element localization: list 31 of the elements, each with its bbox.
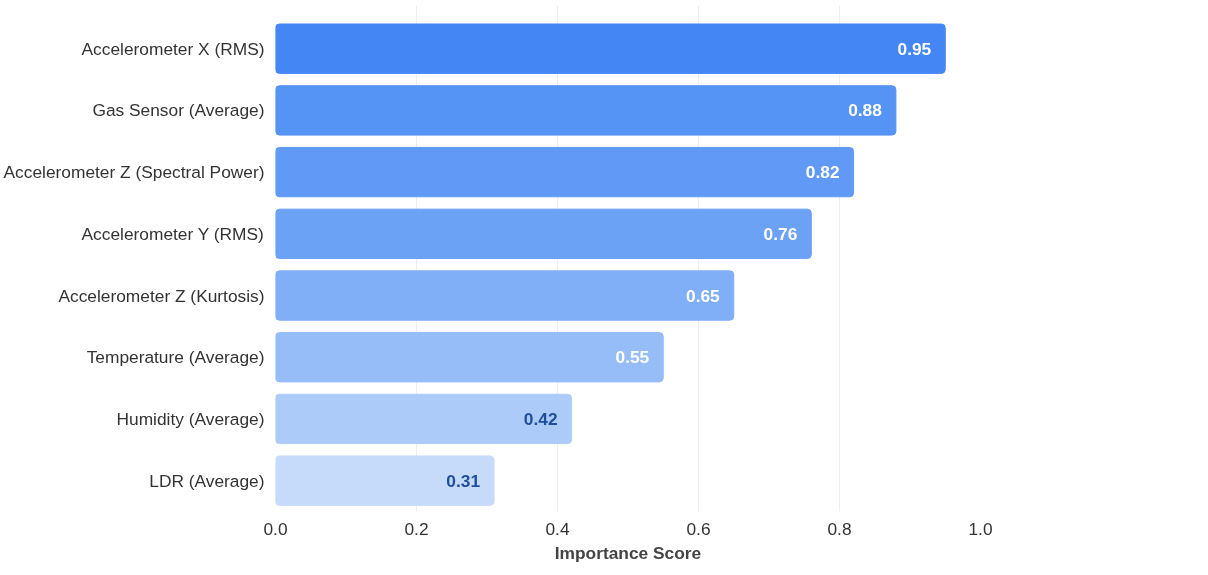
y-tick-label: Accelerometer X (RMS) [81,38,265,59]
x-tick-label: 0.0 [263,518,288,539]
x-tick-label: 0.6 [686,518,711,539]
y-tick-label: Accelerometer Z (Kurtosis) [58,285,265,306]
bar [275,146,855,198]
data-label: 0.88 [848,100,883,121]
x-tick-label: 1.0 [968,518,993,539]
data-label: 0.95 [897,38,932,59]
bar [275,393,573,445]
x-axis-title: Importance Score [554,542,702,563]
data-label: 0.82 [805,162,840,183]
x-tick-label: 0.4 [545,518,570,539]
y-tick-label: Temperature (Average) [86,347,265,368]
x-tick-label: 0.8 [827,518,852,539]
y-tick-label: Accelerometer Y (RMS) [81,223,264,244]
data-label: 0.55 [615,347,650,368]
y-tick-label: LDR (Average) [149,470,265,491]
y-tick-label: Humidity (Average) [116,408,265,429]
bar [275,332,664,383]
y-tick-label: Gas Sensor (Average) [92,100,265,121]
bar [275,23,946,74]
bar [275,208,812,259]
y-tick-label: Accelerometer Z (Spectral Power) [3,162,265,183]
x-tick-label: 0.2 [404,518,429,539]
data-label: 0.65 [686,285,721,306]
data-label: 0.76 [763,223,798,244]
data-label: 0.42 [523,408,558,429]
data-label: 0.31 [446,470,481,491]
bar [275,455,495,506]
bar [275,85,897,136]
bar [275,270,735,321]
